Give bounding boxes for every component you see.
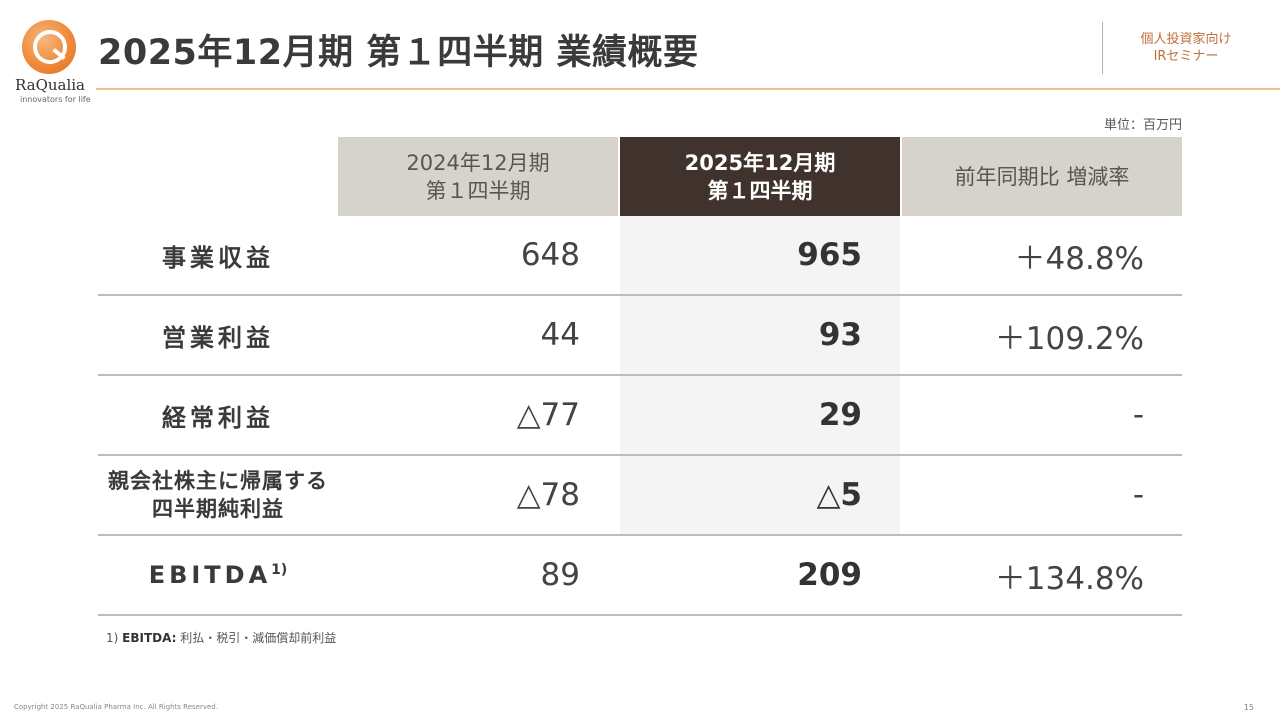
page-number: 15 — [1243, 703, 1254, 712]
company-logo: RaQualia innovators for life — [12, 18, 91, 104]
header-divider — [1102, 22, 1103, 74]
prev-value: 44 — [540, 317, 580, 353]
current-value: △5 — [816, 477, 862, 513]
seminar-label: 個人投資家向け IRセミナー — [1140, 32, 1232, 64]
column-header-prev-year: 2024年12月期 第１四半期 — [338, 137, 618, 216]
prev-value: 648 — [520, 237, 580, 273]
logo-tagline: innovators for life — [20, 95, 91, 104]
row-divider — [98, 374, 1182, 376]
prev-value: 89 — [540, 557, 580, 593]
row-label: 営業利益 — [162, 323, 274, 352]
change-rate: ＋134.8% — [994, 560, 1144, 597]
logo-name: RaQualia — [14, 76, 86, 94]
header-rule — [96, 88, 1280, 90]
row-label: 経常利益 — [162, 403, 274, 432]
prev-value: △77 — [516, 397, 580, 433]
page-title: 2025年12月期 第１四半期 業績概要 — [98, 33, 699, 73]
column-header-change-rate: 前年同期比 増減率 — [902, 137, 1182, 216]
row-divider — [98, 534, 1182, 536]
change-rate: ＋48.8% — [1014, 240, 1144, 277]
current-year-column-highlight — [620, 216, 900, 536]
table-row: 親会社株主に帰属する 四半期純利益 △78 △5 - — [98, 456, 1182, 536]
current-value: 965 — [797, 237, 862, 273]
footnote: 1) EBITDA: 利払・税引・減価償却前利益 — [106, 631, 337, 645]
table-row: 事業収益 648 965 ＋48.8% — [98, 216, 1182, 296]
change-rate: - — [1132, 397, 1144, 433]
table-row: 経常利益 △77 29 - — [98, 376, 1182, 456]
current-value: 209 — [797, 557, 862, 593]
logo-q-icon — [33, 30, 67, 64]
copyright: Copyright 2025 RaQualia Pharma Inc. All … — [14, 703, 218, 711]
row-label: 事業収益 — [162, 243, 274, 272]
row-divider — [98, 614, 1182, 616]
footnote-marker: 1) — [271, 562, 288, 578]
column-header-current-year: 2025年12月期 第１四半期 — [620, 137, 900, 216]
current-value: 29 — [818, 397, 862, 433]
table-row: 営業利益 44 93 ＋109.2% — [98, 296, 1182, 376]
prev-value: △78 — [516, 477, 580, 513]
change-rate: - — [1132, 477, 1144, 513]
row-divider — [98, 454, 1182, 456]
row-label: EBITDA1) — [148, 561, 288, 589]
row-label: 親会社株主に帰属する 四半期純利益 — [108, 469, 328, 521]
current-value: 93 — [818, 317, 862, 353]
table-row: EBITDA1) 89 209 ＋134.8% — [98, 536, 1182, 616]
unit-label: 単位：百万円 — [1103, 118, 1182, 133]
row-divider — [98, 294, 1182, 296]
change-rate: ＋109.2% — [994, 320, 1144, 357]
